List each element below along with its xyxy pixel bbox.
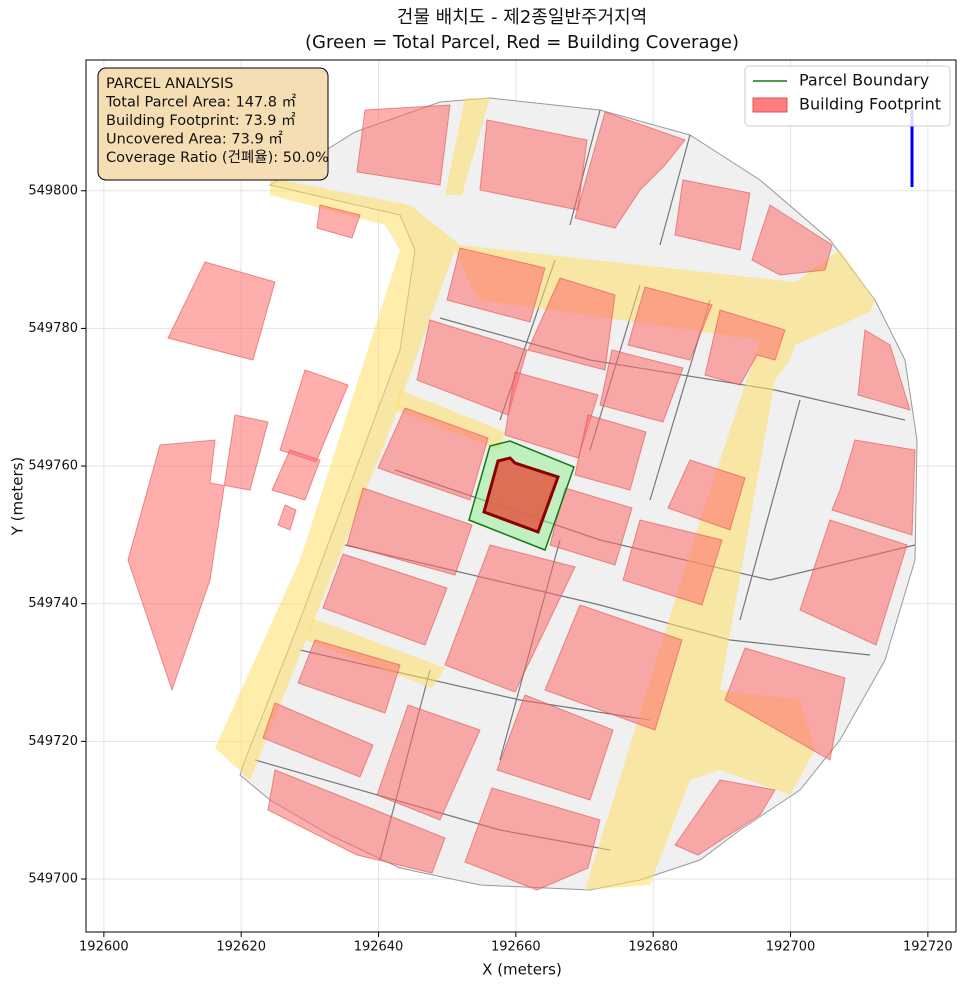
annotation-line: Total Parcel Area: 147.8 ㎡ (105, 94, 297, 111)
x-tick-label: 192660 (491, 940, 541, 955)
plot-frame (85, 59, 957, 933)
y-tick-label: 549720 (28, 734, 78, 749)
legend-swatch (752, 97, 788, 113)
annotation-line: Building Footprint: 73.9 ㎡ (106, 112, 296, 129)
y-tick-label: 549700 (28, 872, 78, 887)
chart-title: 건물 배치도 - 제2종일반주거지역 (397, 7, 647, 28)
y-tick-label: 549800 (28, 183, 78, 198)
y-tick-label: 549760 (28, 459, 78, 474)
building-footprint (482, 456, 560, 534)
x-tick-label: 192700 (766, 940, 816, 955)
annotation-line: PARCEL ANALYSIS (106, 76, 233, 92)
x-tick-label: 192600 (79, 940, 129, 955)
legend-box (744, 65, 951, 127)
y-tick-label: 549780 (28, 321, 78, 336)
annotation-background (97, 67, 329, 181)
x-axis-label: X (meters) (482, 961, 562, 979)
x-tick-label: 192640 (354, 940, 404, 955)
legend: Parcel Boundary Building Footprint (744, 65, 951, 127)
map-layer (127, 97, 918, 891)
road (215, 178, 875, 890)
legend-label: Building Footprint (799, 95, 941, 114)
annotation-box: PARCEL ANALYSIS Total Parcel Area: 147.8 … (97, 67, 329, 181)
y-axis-label: Y (meters) (9, 457, 27, 537)
x-tick-label: 192680 (628, 940, 678, 955)
x-tick-label: 192720 (903, 940, 953, 955)
y-tick-label: 549740 (28, 596, 78, 611)
annotation-line: Uncovered Area: 73.9 ㎡ (106, 131, 283, 148)
x-tick-label: 192620 (216, 940, 266, 955)
legend-label: Parcel Boundary (799, 71, 929, 90)
chart-subtitle: (Green = Total Parcel, Red = Building Co… (305, 32, 739, 53)
annotation-line: Coverage Ratio (건폐율): 50.0% (106, 149, 329, 166)
